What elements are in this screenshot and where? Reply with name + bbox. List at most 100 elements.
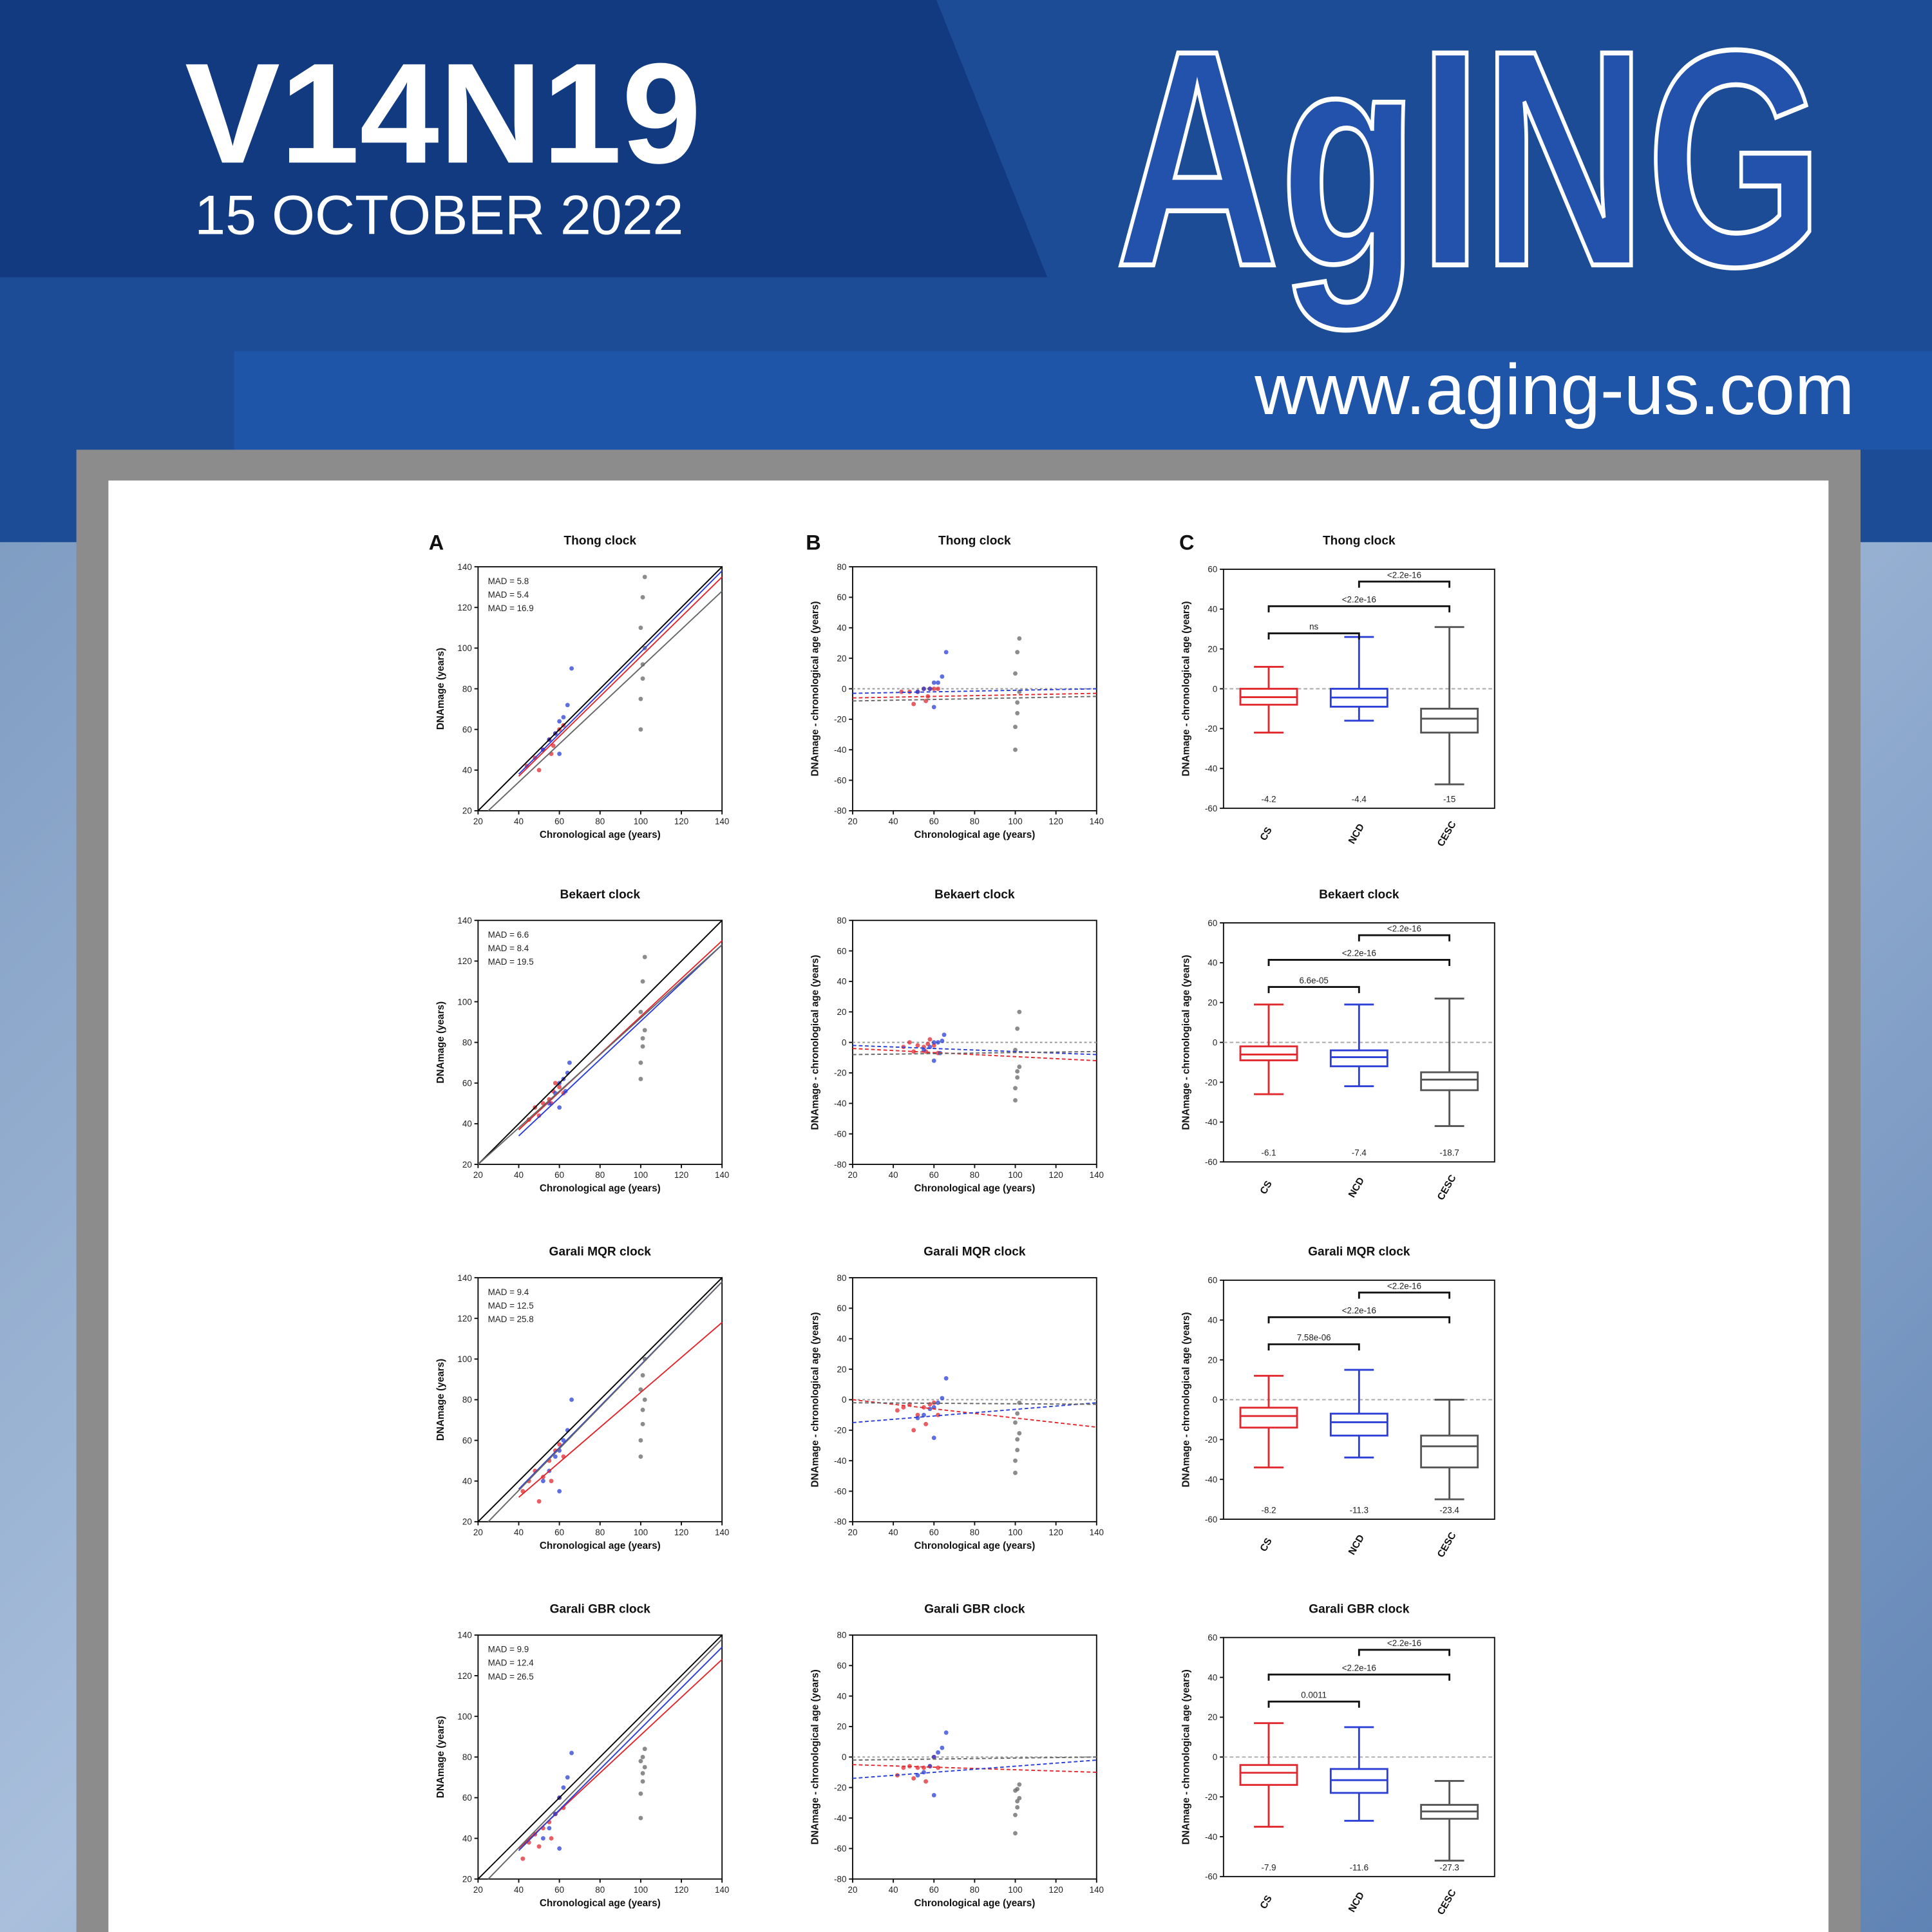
panel-title: Garali MQR clock — [1308, 1245, 1410, 1259]
p-value: 6.6e-05 — [1299, 976, 1328, 985]
legend-entry: MAD = 5.4 — [488, 590, 529, 600]
y-tick-label: 40 — [462, 1119, 472, 1129]
y-axis-label: DNAmage - chronological age (years) — [1180, 1312, 1191, 1487]
y-tick-label: 80 — [462, 1395, 472, 1405]
x-tick-label: 20 — [473, 1170, 483, 1180]
data-point — [1013, 1098, 1018, 1103]
x-axis-label: Chronological age (years) — [914, 1183, 1035, 1194]
data-point — [642, 574, 647, 580]
y-tick-label: 0 — [842, 684, 846, 694]
y-tick-label: 20 — [1208, 1712, 1217, 1722]
data-point — [638, 1759, 643, 1764]
data-point — [1015, 1805, 1020, 1810]
y-tick-label: -40 — [1205, 1832, 1217, 1842]
data-point — [1017, 1782, 1022, 1787]
y-tick-label: 20 — [837, 1007, 847, 1017]
x-tick-label: 40 — [514, 817, 524, 826]
significance-bracket — [1267, 1700, 1360, 1708]
y-tick-label: 40 — [462, 1833, 472, 1843]
y-axis-label: DNAmage - chronological age (years) — [1180, 1669, 1191, 1844]
significance-bracket — [1267, 1343, 1360, 1350]
data-point — [638, 1009, 643, 1014]
p-value: <2.2e-16 — [1342, 1306, 1376, 1316]
fit-line — [852, 1756, 1097, 1761]
y-axis-label: DNAmage - chronological age (years) — [810, 1312, 820, 1487]
significance-bracket — [1358, 1649, 1451, 1656]
data-point — [927, 1764, 933, 1768]
x-tick-label: 60 — [554, 817, 564, 826]
box — [1420, 1434, 1479, 1469]
data-point — [638, 1077, 643, 1081]
data-point — [922, 1412, 926, 1417]
x-axis-label: Chronological age (years) — [914, 829, 1035, 840]
y-axis-label: DNAmage (years) — [435, 648, 446, 730]
x-tick-label: 100 — [1008, 1170, 1022, 1180]
data-point — [1015, 1437, 1020, 1442]
x-tick-label: 20 — [473, 1885, 483, 1895]
data-point — [901, 1405, 906, 1410]
x-tick-label: 20 — [848, 1885, 858, 1895]
x-axis-label: Chronological age (years) — [540, 1898, 661, 1909]
p-value: <2.2e-16 — [1342, 949, 1376, 958]
data-point — [1013, 1420, 1018, 1425]
y-tick-label: -80 — [834, 1517, 846, 1527]
fit-line — [518, 944, 723, 1137]
y-tick-label: 40 — [837, 1691, 847, 1701]
data-point — [557, 719, 562, 724]
y-tick-label: 40 — [1208, 605, 1217, 614]
data-point — [936, 687, 941, 691]
box — [1329, 1049, 1388, 1068]
data-point — [922, 1770, 926, 1775]
y-tick-label: 100 — [457, 1712, 471, 1721]
data-point — [931, 705, 936, 710]
y-tick-label: 60 — [1208, 1276, 1217, 1285]
y-tick-label: 0 — [1213, 1752, 1217, 1762]
y-tick-label: 60 — [462, 724, 472, 734]
median-label: -7.9 — [1261, 1862, 1276, 1872]
fit-line — [518, 1321, 723, 1498]
y-tick-label: 0 — [842, 1752, 846, 1762]
x-tick-label: 20 — [848, 1170, 858, 1180]
data-point — [638, 1438, 643, 1443]
legend-entry: MAD = 12.4 — [488, 1658, 535, 1668]
x-tick-label: 40 — [889, 1885, 898, 1895]
data-point — [642, 1397, 647, 1402]
x-tick-label: 60 — [929, 1170, 939, 1180]
box — [1420, 708, 1479, 734]
data-point — [567, 1060, 572, 1065]
data-point — [911, 1428, 916, 1433]
y-tick-label: 40 — [462, 766, 472, 775]
data-point — [1015, 1069, 1020, 1074]
data-point — [915, 1412, 920, 1417]
data-point — [569, 666, 574, 671]
data-point — [931, 1040, 936, 1045]
y-tick-label: -20 — [1205, 1077, 1217, 1087]
y-tick-label: 100 — [457, 643, 471, 653]
y-tick-label: 60 — [837, 1661, 847, 1671]
y-tick-label: 80 — [837, 1631, 847, 1640]
x-tick-label: 100 — [634, 1885, 648, 1895]
data-point — [569, 1397, 574, 1402]
median-label: -4.2 — [1261, 795, 1276, 804]
logo: AgING — [1115, 0, 1824, 332]
data-point — [1013, 1470, 1018, 1475]
y-axis-label: DNAmage - chronological age (years) — [810, 1669, 820, 1844]
data-point — [1015, 1026, 1020, 1031]
legend-entry: MAD = 25.8 — [488, 1314, 534, 1324]
data-point — [1015, 1786, 1020, 1792]
x-tick-label: 80 — [970, 1170, 980, 1180]
x-axis-label: Chronological age (years) — [540, 1540, 661, 1551]
fit-line — [852, 1045, 1097, 1056]
data-point — [1013, 671, 1018, 676]
data-point — [1013, 1812, 1018, 1817]
data-point — [1013, 724, 1018, 730]
y-axis-label: DNAmage - chronological age (years) — [1180, 955, 1191, 1130]
volume: V14N19 — [185, 34, 701, 194]
y-tick-label: -20 — [1205, 1792, 1217, 1802]
box — [1239, 1764, 1298, 1786]
data-point — [640, 1407, 645, 1412]
data-point — [936, 1750, 941, 1755]
significance-bracket — [1267, 1673, 1451, 1681]
x-axis-label: Chronological age (years) — [540, 829, 661, 840]
data-point — [915, 1043, 920, 1048]
